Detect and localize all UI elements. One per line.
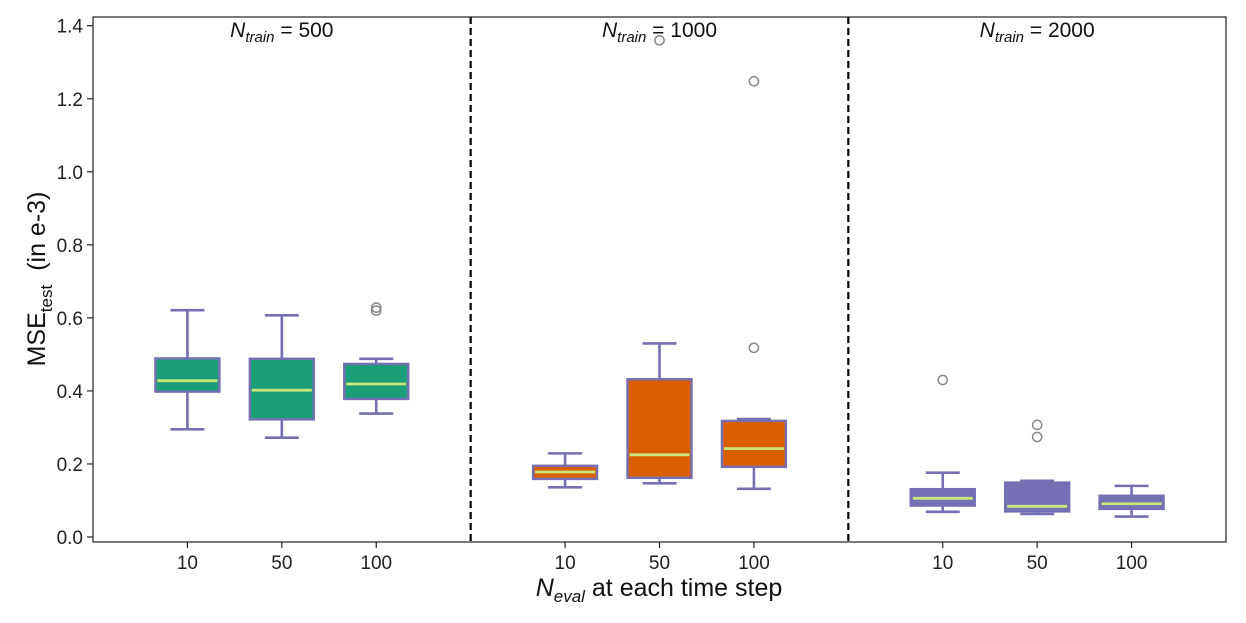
y-tick-label: 0.4 xyxy=(57,382,84,403)
box-3-10 xyxy=(909,374,976,514)
x-axis-label-sub: eval xyxy=(554,587,586,606)
box-1-10 xyxy=(154,308,221,431)
group-title-var: N xyxy=(602,19,618,42)
y-tick-label: 1.2 xyxy=(57,90,83,111)
box-2-50 xyxy=(626,34,693,485)
y-axis-label-sub: test xyxy=(37,285,56,313)
group-titles: Ntrain = 500 Ntrain = 1000 Ntrain = 2000 xyxy=(230,19,1095,46)
x-tick-label: 50 xyxy=(1027,553,1048,574)
y-tick-label: 0.2 xyxy=(57,455,83,476)
outlier-point xyxy=(370,305,382,316)
group-title-sub: train xyxy=(617,29,646,46)
y-axis-label-main: MSE xyxy=(23,312,51,366)
group-title: Ntrain = 1000 xyxy=(602,19,717,46)
group-title: Ntrain = 2000 xyxy=(980,19,1095,46)
y-tick-label: 0.8 xyxy=(57,236,83,257)
group-title-var: N xyxy=(980,19,996,42)
y-axis: 0.0 0.2 0.4 0.6 0.8 1.0 1.2 1.4 xyxy=(57,17,93,549)
x-tick-label: 100 xyxy=(360,553,392,574)
x-tick-label: 100 xyxy=(1116,553,1148,574)
group-title-sub: train xyxy=(245,29,274,46)
group-title-var: N xyxy=(230,19,246,42)
outlier-point xyxy=(748,75,760,87)
outlier-point xyxy=(654,34,665,46)
iqr-box xyxy=(343,362,410,401)
x-axis-label: Neval at each time step xyxy=(536,574,783,606)
y-tick-label: 1.4 xyxy=(57,17,84,38)
y-tick-label: 0.6 xyxy=(57,309,83,330)
x-tick-label: 10 xyxy=(177,553,198,574)
y-tick-label: 1.0 xyxy=(57,163,83,184)
plot-layer xyxy=(154,17,1165,542)
group-title: Ntrain = 500 xyxy=(230,19,333,46)
outlier-point xyxy=(370,302,382,314)
group-title-value: = 500 xyxy=(275,19,334,42)
y-tick-label: 0.0 xyxy=(57,528,83,549)
x-axis-label-suffix: at each time step xyxy=(585,574,782,602)
x-axis-label-var: N xyxy=(536,574,555,602)
box-1-50 xyxy=(248,314,316,439)
y-axis-label-suffix: (in e-3) xyxy=(23,192,51,271)
box-3-100 xyxy=(1098,484,1165,518)
outlier-point xyxy=(1031,419,1043,431)
outlier-point xyxy=(937,374,949,386)
x-tick-label: 10 xyxy=(555,553,576,574)
box-2-100 xyxy=(720,75,788,491)
iqr-box xyxy=(154,357,221,393)
x-tick-label: 50 xyxy=(649,553,670,574)
x-axis: 10 50 100 10 50 100 10 50 100 xyxy=(177,542,1148,574)
outlier-point xyxy=(748,342,760,354)
iqr-box xyxy=(626,378,693,480)
y-axis-label: MSEtest (in e-3) xyxy=(23,192,56,367)
group-title-value: = 1000 xyxy=(646,19,717,42)
x-tick-label: 50 xyxy=(271,553,292,574)
box-3-50 xyxy=(1003,419,1071,516)
box-1-100 xyxy=(343,302,410,415)
iqr-box xyxy=(1098,494,1165,511)
x-tick-label: 100 xyxy=(738,553,770,574)
x-tick-label: 10 xyxy=(932,553,953,574)
box-2-10 xyxy=(531,452,599,489)
group-title-value: = 2000 xyxy=(1024,19,1095,42)
iqr-box xyxy=(720,419,788,469)
outlier-point xyxy=(1031,431,1043,443)
group-title-sub: train xyxy=(995,29,1024,46)
